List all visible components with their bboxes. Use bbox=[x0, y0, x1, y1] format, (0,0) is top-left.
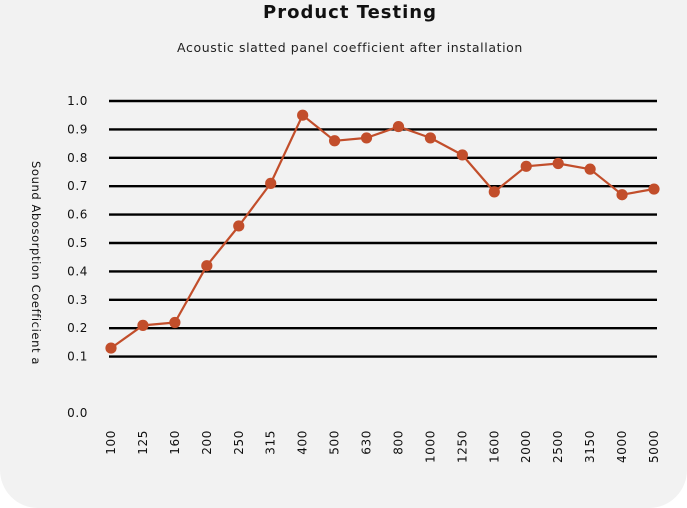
y-tick-label: 0.9 bbox=[67, 122, 88, 136]
data-point bbox=[105, 342, 117, 354]
x-tick-label: 1600 bbox=[487, 430, 501, 463]
x-tick-label: 2500 bbox=[551, 430, 565, 463]
data-point bbox=[297, 109, 309, 121]
data-point bbox=[456, 149, 468, 161]
y-axis-label: Sound Abosorption Coefficient a bbox=[29, 161, 43, 365]
data-point bbox=[392, 120, 405, 133]
y-tick-label: 0.5 bbox=[67, 236, 88, 250]
x-tick-label: 160 bbox=[168, 430, 182, 455]
x-tick-label: 630 bbox=[360, 430, 374, 455]
x-tick-label: 250 bbox=[232, 430, 246, 455]
y-axis-ticks: 0.0 0.1 0.2 0.3 0.4 0.5 0.6 0.7 0.8 0.9 1.0 bbox=[67, 94, 88, 420]
data-point bbox=[424, 132, 437, 144]
x-tick-label: 1000 bbox=[423, 430, 437, 463]
data-point bbox=[201, 260, 213, 272]
x-tick-label: 100 bbox=[104, 430, 118, 455]
y-tick-label: 0.6 bbox=[67, 208, 88, 222]
x-axis-ticks: 100 125 160 200 250 315 400 500 630 800 1000 1250 16… bbox=[104, 430, 661, 463]
y-tick-label: 0.4 bbox=[67, 264, 88, 278]
data-point bbox=[137, 319, 149, 331]
chart-title: Product Testing bbox=[263, 2, 437, 23]
y-tick-label: 0.2 bbox=[67, 321, 88, 335]
y-tick-label: 0.8 bbox=[67, 151, 88, 165]
data-point bbox=[520, 160, 532, 172]
series bbox=[105, 109, 660, 354]
data-point bbox=[648, 183, 660, 195]
x-tick-label: 1250 bbox=[455, 430, 469, 463]
data-point bbox=[328, 135, 341, 147]
x-tick-label: 200 bbox=[200, 430, 214, 455]
x-tick-label: 400 bbox=[296, 430, 310, 455]
data-point bbox=[360, 132, 373, 144]
series-line bbox=[110, 114, 655, 349]
x-tick-label: 2000 bbox=[519, 430, 533, 463]
data-point bbox=[584, 163, 596, 175]
chart-subtitle: Acoustic slatted panel coefficient after… bbox=[177, 40, 523, 55]
data-point bbox=[169, 316, 181, 329]
gridlines bbox=[109, 99, 657, 358]
data-point bbox=[552, 157, 564, 170]
data-point bbox=[616, 189, 628, 201]
y-tick-label: 1.0 bbox=[67, 94, 88, 108]
y-tick-label: 0.1 bbox=[67, 350, 88, 364]
x-tick-label: 500 bbox=[328, 430, 342, 455]
data-point bbox=[488, 186, 500, 198]
x-tick-label: 125 bbox=[136, 430, 150, 455]
x-tick-label: 3150 bbox=[583, 430, 597, 463]
y-tick-label: 0.7 bbox=[67, 179, 88, 193]
y-tick-label: 0.3 bbox=[67, 293, 88, 307]
data-point bbox=[233, 220, 245, 232]
x-tick-label: 800 bbox=[391, 430, 405, 455]
data-point bbox=[265, 177, 277, 189]
x-tick-label: 4000 bbox=[615, 430, 629, 463]
x-tick-label: 315 bbox=[264, 430, 278, 455]
y-tick-label: 0.0 bbox=[67, 406, 88, 420]
x-tick-label: 5000 bbox=[647, 430, 661, 463]
